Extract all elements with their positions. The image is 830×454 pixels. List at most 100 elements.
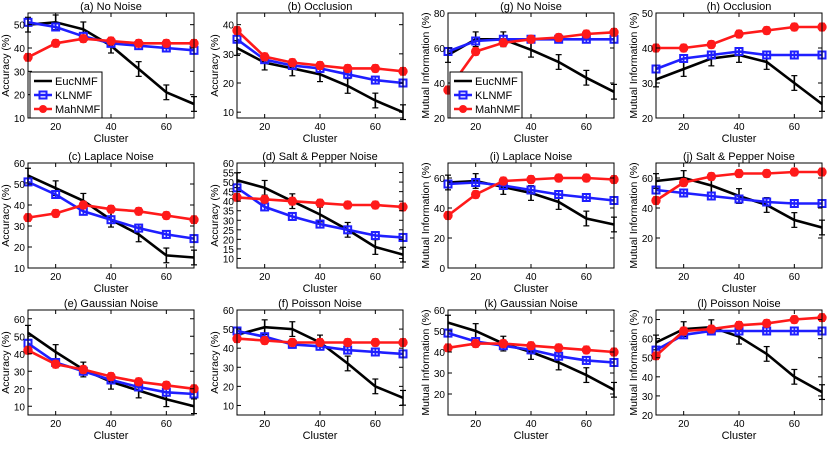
x-tick-label: 60	[789, 122, 801, 133]
x-axis-label: Cluster	[722, 430, 757, 442]
y-tick-label: 20	[14, 243, 26, 254]
data-point	[581, 173, 592, 183]
y-tick-label: 60	[642, 174, 654, 185]
x-tick-label: 60	[581, 122, 593, 133]
x-tick-label: 60	[161, 272, 173, 283]
y-tick-label: 60	[434, 174, 446, 185]
legend-label: MahNMF	[475, 104, 521, 116]
subplot-2: (g) No Noise 20 40 60 80 20 40 60 Cluster Mutual …	[420, 1, 619, 145]
y-tick-label: 30	[434, 369, 446, 380]
data-point	[498, 38, 509, 48]
x-tick-label: 60	[581, 272, 593, 283]
data-point	[706, 324, 717, 334]
y-axis-label: Accuracy (%)	[209, 331, 221, 393]
data-point	[679, 188, 689, 198]
x-tick-label: 20	[50, 122, 62, 133]
y-tick-label: 0	[439, 264, 445, 275]
x-tick-label: 20	[678, 419, 690, 430]
y-tick-label: 40	[642, 204, 654, 215]
y-tick-label: 40	[223, 21, 235, 32]
y-tick-label: 10	[223, 108, 235, 119]
y-tick-label: 25	[223, 226, 235, 237]
y-tick-label: 10	[223, 401, 235, 412]
y-tick-label: 45	[223, 188, 235, 199]
data-point	[553, 173, 564, 183]
subplot-6: (i) Laplace Noise 0 20 40 60 20 40 60 Cluster Mut…	[420, 151, 619, 295]
subplot-title: (f) Poisson Noise	[278, 298, 362, 310]
data-point	[259, 335, 270, 346]
data-point	[554, 190, 564, 199]
y-tick-label: 40	[14, 350, 26, 361]
data-point	[315, 337, 325, 348]
y-tick-label: 30	[14, 67, 26, 78]
data-point	[706, 191, 716, 201]
series-mahnmf	[651, 312, 827, 361]
subplot-title: (a) No Noise	[80, 1, 142, 13]
y-tick-label: 70	[642, 316, 654, 327]
y-tick-label: 10	[14, 264, 26, 275]
data-point	[498, 176, 509, 186]
y-tick-label: 60	[14, 315, 26, 326]
data-point	[106, 215, 116, 225]
series-eucnmf	[25, 324, 197, 415]
series-line	[27, 180, 195, 240]
y-tick-label: 80	[434, 9, 446, 20]
y-tick-label: 60	[14, 159, 26, 170]
y-axis-label: Accuracy (%)	[0, 331, 12, 393]
x-tick-label: 20	[50, 272, 62, 283]
series-eucnmf	[653, 47, 825, 112]
data-point	[679, 54, 689, 63]
subplot-title: (h) Occlusion	[707, 1, 772, 13]
y-tick-label: 35	[223, 207, 235, 218]
data-point	[287, 196, 298, 206]
data-point	[133, 377, 144, 387]
series-klnmf	[232, 183, 408, 242]
data-point	[761, 25, 772, 36]
data-point	[161, 38, 172, 49]
legend-entry-klnmf: KLNMF	[34, 90, 93, 102]
data-point	[106, 371, 116, 382]
y-tick-label: 30	[223, 363, 235, 374]
plot-area	[236, 309, 404, 416]
series-line	[236, 186, 404, 239]
y-axis-label: Accuracy (%)	[209, 184, 221, 246]
data-point	[50, 359, 61, 369]
y-tick-label: 40	[223, 197, 235, 208]
subplot-title: (j) Salt & Pepper Noise	[683, 151, 795, 163]
legend-entry-eucnmf: EucNMF	[454, 76, 518, 88]
x-axis-label: Cluster	[722, 283, 757, 295]
data-point	[259, 194, 270, 204]
data-point	[734, 168, 744, 179]
y-tick-label: 30	[14, 367, 26, 378]
y-tick-label: 30	[642, 392, 654, 403]
data-point	[678, 326, 689, 336]
y-tick-label: 20	[434, 234, 446, 245]
y-tick-label: 20	[434, 114, 446, 125]
subplot-9: (f) Poisson Noise 10 20 30 40 50 60 20 40 60 Clust…	[209, 298, 408, 442]
legend-g: EucNMF KLNMF MahNMF	[449, 71, 523, 119]
legend-marker	[458, 90, 468, 100]
y-tick-label: 30	[223, 216, 235, 227]
legend-marker	[38, 90, 48, 100]
legend-a: EucNMF KLNMF MahNMF	[29, 71, 103, 119]
data-point	[161, 380, 172, 390]
data-point	[706, 50, 716, 60]
subplot-title: (e) Gaussian Noise	[64, 298, 158, 310]
x-tick-label: 60	[370, 272, 382, 283]
legend-label: MahNMF	[55, 104, 101, 116]
y-axis-label: Mutual Information (%)	[628, 12, 640, 118]
x-tick-label: 60	[789, 419, 801, 430]
data-point	[789, 22, 800, 32]
y-axis-label: Mutual Information (%)	[420, 309, 432, 415]
data-point	[762, 197, 772, 207]
x-tick-label: 60	[161, 122, 173, 133]
data-point	[259, 52, 270, 62]
data-point	[315, 198, 325, 208]
data-point	[370, 337, 381, 348]
data-point	[106, 204, 116, 214]
data-point	[370, 63, 381, 74]
legend-entry-mahnmf: MahNMF	[34, 104, 101, 116]
data-point	[470, 189, 481, 200]
x-tick-label: 40	[733, 419, 745, 430]
